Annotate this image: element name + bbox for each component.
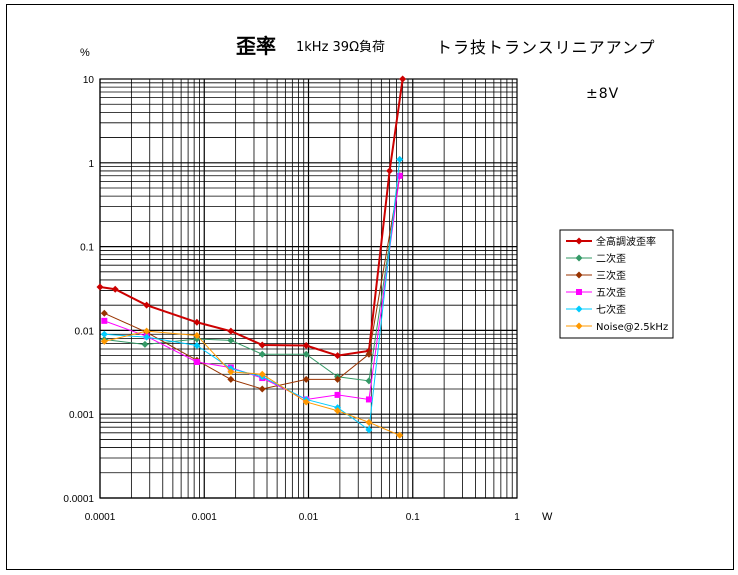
data-point [258,370,266,378]
x-tick-label: 0.001 [192,512,217,523]
data-point [396,155,404,163]
data-point [143,333,151,341]
data-point [96,283,104,291]
y-tick-label: 0.0001 [63,494,94,505]
y-tick-label: 10 [83,75,95,86]
data-point [302,350,310,358]
legend-marker [575,305,583,313]
x-tick-label: 0.01 [299,512,319,523]
data-point [302,398,310,406]
data-point [365,396,372,403]
legend-label: 二次歪 [596,252,626,265]
x-tick-label: 1 [514,512,520,523]
data-point [100,330,108,338]
x-tick-label: 0.0001 [85,512,116,523]
data-point [396,431,404,439]
data-point [227,336,235,344]
y-tick-label: 0.1 [80,243,94,254]
chart-subtitle: 1kHz 39Ω負荷 [296,40,386,55]
chart-description: トラ技トランスリニアアンプ [436,38,656,57]
data-point [365,418,373,426]
legend-box [559,229,674,339]
data-point [193,342,201,350]
data-point [143,301,151,309]
data-point [227,368,235,376]
data-point [141,340,149,348]
legend-marker [575,322,583,330]
data-point [143,327,151,335]
legend-label: 全高調波歪率 [596,235,656,248]
data-point [365,377,373,385]
data-point [111,285,119,293]
y-tick-label: 0.01 [75,326,95,337]
data-point [258,341,266,349]
y-tick-label: 1 [88,159,94,170]
legend-label: 五次歪 [596,286,626,299]
legend-label: 七次歪 [596,303,626,316]
data-point [365,426,373,434]
x-tick-label: 0.1 [406,512,420,523]
data-point [258,385,266,393]
supply-voltage-annotation: ±8V [586,86,620,102]
legend-marker [575,237,583,245]
y-tick-label: 0.001 [69,410,94,421]
data-point [193,331,201,339]
x-axis-label: W [542,511,553,523]
data-point [100,337,108,345]
chart-title: 歪率 [236,34,276,58]
data-point [396,172,403,179]
data-point [258,350,266,358]
data-point [334,391,341,398]
legend-marker [575,271,583,279]
data-point [227,375,235,383]
y-axis-label: % [80,47,90,59]
legend-label: Noise@2.5kHz [596,322,668,333]
data-point [193,318,201,326]
chart-frame [6,4,734,570]
data-point [334,352,342,360]
data-point [193,358,200,365]
data-point [302,342,310,350]
data-point [334,407,342,415]
data-point [100,309,108,317]
data-point [386,167,394,175]
legend-label: 三次歪 [596,269,626,282]
data-point [399,75,407,83]
legend-marker [575,254,583,262]
data-point [334,375,342,383]
data-point [227,327,235,335]
data-point [101,317,108,324]
legend-marker [576,289,582,295]
data-point [365,350,373,358]
data-point [302,375,310,383]
